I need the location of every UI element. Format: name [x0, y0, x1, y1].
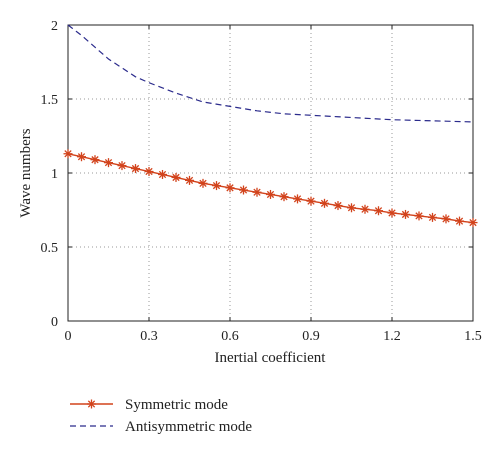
data-point-marker	[212, 181, 221, 191]
asterisk-stroke	[199, 179, 207, 188]
data-point-marker	[77, 152, 86, 162]
y-tick-label: 2	[51, 19, 58, 34]
asterisk-stroke	[401, 210, 410, 219]
asterisk-stroke	[158, 170, 167, 179]
x-tick-label: 0	[65, 329, 72, 344]
data-point-marker	[387, 208, 397, 218]
asterisk-stroke	[64, 150, 72, 158]
x-tick-label: 0.3	[140, 329, 158, 344]
x-tick-label: 1.2	[383, 329, 401, 344]
series-antisymmetric-line	[67, 24, 474, 123]
asterisk-stroke	[455, 217, 464, 225]
axis-ticks: 0 0.3 0.6 0.9 1.2 1.5 0 0.5 1 1.5 2	[41, 19, 482, 344]
asterisk-stroke	[226, 184, 234, 192]
data-point-marker	[455, 216, 464, 226]
asterisk-stroke	[280, 193, 288, 201]
data-point-marker	[320, 198, 329, 208]
legend-item-symmetric: Symmetric mode	[70, 397, 228, 413]
data-point-marker	[104, 158, 113, 168]
data-point-marker	[144, 167, 154, 177]
legend: Symmetric mode Antisymmetric mode	[70, 397, 252, 435]
asterisk-stroke	[428, 213, 437, 222]
asterisk-stroke	[131, 164, 140, 173]
asterisk-stroke	[212, 181, 221, 190]
data-point-marker	[401, 209, 410, 219]
data-point-marker	[347, 203, 356, 213]
series-layer	[63, 24, 478, 228]
asterisk-stroke	[77, 153, 86, 161]
legend-antisymmetric-label: Antisymmetric mode	[125, 419, 252, 435]
asterisk-stroke	[87, 400, 96, 408]
asterisk-stroke	[320, 199, 329, 207]
asterisk-stroke	[239, 186, 248, 194]
legend-asterisk-marker	[87, 399, 96, 409]
grid	[68, 25, 473, 321]
asterisk-stroke	[415, 212, 423, 220]
y-tick-label: 1	[51, 167, 58, 182]
data-point-marker	[252, 187, 262, 197]
asterisk-stroke	[361, 205, 369, 213]
asterisk-stroke	[185, 176, 194, 185]
asterisk-stroke	[388, 209, 396, 217]
x-tick-label: 0.9	[302, 329, 320, 344]
data-point-marker	[185, 175, 194, 185]
y-tick-label: 0	[51, 315, 58, 330]
data-point-marker	[293, 194, 302, 204]
asterisk-stroke	[253, 188, 261, 196]
data-point-marker	[225, 183, 235, 193]
data-point-marker	[266, 189, 275, 199]
series-symmetric-line	[67, 153, 474, 224]
asterisk-stroke	[293, 195, 302, 203]
data-point-marker	[279, 192, 289, 202]
legend-item-antisymmetric: Antisymmetric mode	[70, 419, 252, 435]
asterisk-stroke	[334, 201, 342, 210]
data-point-marker	[306, 196, 316, 206]
y-tick-label: 1.5	[41, 93, 59, 108]
data-point-marker	[158, 169, 167, 179]
data-point-marker	[198, 178, 208, 188]
legend-symmetric-label: Symmetric mode	[125, 397, 228, 413]
y-axis-label: Wave numbers	[18, 128, 34, 217]
asterisk-stroke	[442, 215, 450, 223]
asterisk-stroke	[347, 204, 356, 212]
data-point-marker	[171, 172, 181, 182]
asterisk-stroke	[172, 173, 180, 182]
x-axis-label: Inertial coefficient	[215, 350, 327, 366]
data-point-marker	[414, 211, 424, 221]
data-point-marker	[63, 149, 73, 159]
asterisk-stroke	[307, 197, 315, 205]
asterisk-stroke	[104, 158, 113, 167]
asterisk-stroke	[374, 207, 383, 215]
y-tick-label: 0.5	[41, 241, 59, 256]
data-point-marker	[468, 218, 478, 228]
asterisk-stroke	[118, 161, 126, 170]
data-point-marker	[360, 204, 370, 214]
asterisk-stroke	[266, 190, 275, 199]
data-point-marker	[239, 185, 248, 195]
legend-symmetric-marker	[87, 399, 96, 409]
data-point-marker	[131, 164, 140, 174]
asterisk-stroke	[91, 156, 99, 164]
data-point-marker	[374, 206, 383, 216]
data-point-marker	[333, 201, 343, 211]
data-point-marker	[90, 155, 100, 165]
data-point-marker	[441, 214, 451, 224]
asterisk-stroke	[469, 218, 477, 227]
asterisk-stroke	[145, 167, 153, 176]
x-tick-label: 1.5	[464, 329, 482, 344]
data-point-marker	[428, 212, 437, 222]
x-tick-label: 0.6	[221, 329, 239, 344]
data-point-marker	[117, 161, 127, 171]
